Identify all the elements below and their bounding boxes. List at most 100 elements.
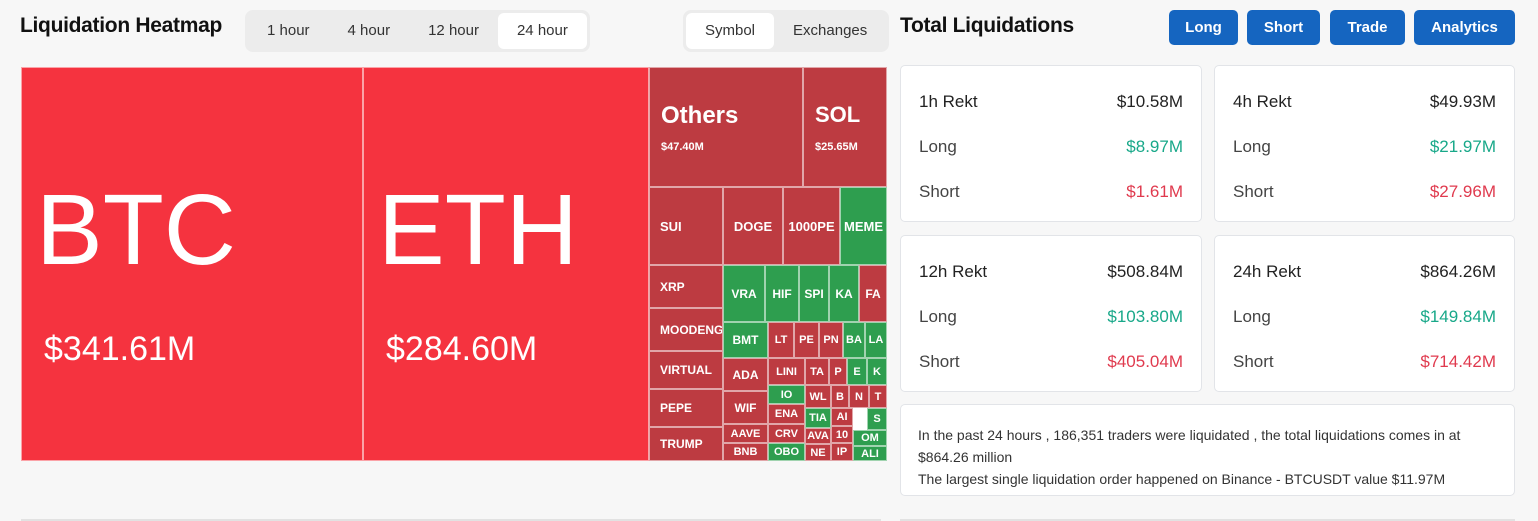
heatmap-tile-io[interactable]: IO [768, 385, 805, 404]
heatmap-tile-others[interactable]: Others $47.40M [649, 67, 803, 187]
tile-symbol: FA [865, 286, 881, 301]
view-mode-selector: Symbol Exchanges [683, 10, 890, 52]
heatmap-tile-crv[interactable]: CRV [768, 424, 805, 443]
heatmap-tile-sui[interactable]: SUI [649, 187, 723, 265]
trade-button[interactable]: Trade [1330, 10, 1405, 45]
heatmap-tile-b[interactable]: B [831, 385, 849, 408]
short-value: $714.42M [1420, 352, 1496, 371]
heatmap-tile-eth[interactable]: ETH $284.60M [363, 67, 649, 461]
tile-symbol: ENA [774, 408, 799, 420]
tab-1-hour[interactable]: 1 hour [267, 22, 310, 39]
heatmap-tile-1000pe[interactable]: 1000PE [783, 187, 840, 265]
tile-symbol: BA [846, 334, 862, 346]
heatmap-tile-pepe[interactable]: PEPE [649, 389, 723, 427]
total-liquidations-title: Total Liquidations [900, 14, 1074, 37]
heatmap-tile-aave[interactable]: AAVE [723, 424, 768, 443]
tab-24-hour[interactable]: 24 hour [497, 13, 587, 49]
heatmap-tile-sol[interactable]: SOL $25.65M [803, 67, 887, 187]
tile-symbol: BTC [36, 174, 236, 286]
long-value: $21.97M [1429, 137, 1496, 156]
heatmap-tile-p[interactable]: P [829, 358, 847, 385]
heatmap-tile-virtual[interactable]: VIRTUAL [649, 351, 723, 389]
tile-symbol: PN [823, 334, 839, 346]
tile-symbol: IO [780, 388, 793, 401]
rekt-card-24h: 24h Rekt $864.26M Long $149.84M Short $714.… [1214, 235, 1515, 392]
heatmap-tile-trump[interactable]: TRUMP [649, 427, 723, 461]
tab-4-hour[interactable]: 4 hour [347, 22, 391, 39]
tab-12-hour[interactable]: 12 hour [428, 22, 479, 39]
rekt-card-1h: 1h Rekt $10.58M Long $8.97M Short $1.61M [900, 65, 1202, 222]
heatmap-tile-e[interactable]: E [847, 358, 867, 385]
heatmap-tile-n[interactable]: N [849, 385, 869, 408]
heatmap-tile-spi[interactable]: SPI [799, 265, 829, 322]
heatmap-tile-wl[interactable]: WL [805, 385, 831, 408]
tile-symbol: S [873, 413, 881, 425]
divider [21, 519, 881, 521]
heatmap-tile-t[interactable]: T [869, 385, 887, 408]
tile-symbol: AI [836, 411, 848, 423]
heatmap-tile-wif[interactable]: WIF [723, 391, 768, 424]
heatmap-tile-lt[interactable]: LT [768, 322, 794, 358]
tile-amount: $47.40M [661, 141, 704, 153]
tile-symbol: BMT [732, 333, 759, 347]
heatmap-tile-pe[interactable]: PE [794, 322, 819, 358]
tile-symbol: PE [799, 334, 814, 346]
heatmap-tile-om[interactable]: OM [853, 430, 887, 446]
heatmap-tile-ai[interactable]: AI [831, 408, 853, 426]
tile-symbol: MOODENG [660, 322, 723, 337]
heatmap-tile-ta[interactable]: TA [805, 358, 829, 385]
heatmap-tile-pn[interactable]: PN [819, 322, 843, 358]
card-total: $508.84M [1107, 262, 1183, 281]
tile-symbol: AAVE [730, 427, 761, 440]
heatmap-tile-s[interactable]: S [867, 408, 887, 430]
tile-symbol: KA [835, 286, 853, 301]
long-button[interactable]: Long [1169, 10, 1238, 45]
heatmap-tile-bmt[interactable]: BMT [723, 322, 768, 358]
tile-symbol: TRUMP [660, 437, 703, 451]
heatmap-tile-ka[interactable]: KA [829, 265, 859, 322]
heatmap-tile-lini[interactable]: LINI [768, 358, 805, 385]
heatmap-tile-hif[interactable]: HIF [765, 265, 799, 322]
tile-symbol: TA [810, 365, 824, 378]
heatmap-tile-ne[interactable]: NE [805, 444, 831, 461]
heatmap-tile-bnb[interactable]: BNB [723, 443, 768, 461]
heatmap-tile-moodeng[interactable]: MOODENG [649, 308, 723, 351]
short-button[interactable]: Short [1247, 10, 1320, 45]
liquidation-summary: In the past 24 hours , 186,351 traders w… [900, 404, 1515, 496]
heatmap-tile-xrp[interactable]: XRP [649, 265, 723, 308]
tile-symbol: 1000PE [788, 218, 835, 234]
tile-symbol: LT [774, 334, 788, 346]
heatmap-tile-obo[interactable]: OBO [768, 443, 805, 461]
tile-symbol: 10 [835, 428, 849, 441]
tab-symbol[interactable]: Symbol [686, 13, 775, 49]
heatmap-tile-ena[interactable]: ENA [768, 404, 805, 424]
heatmap-tile-btc[interactable]: BTC $341.61M [21, 67, 363, 461]
heatmap-tile-10[interactable]: 10 [831, 426, 853, 443]
heatmap-tile-ba[interactable]: BA [843, 322, 865, 358]
heatmap-tile-ali[interactable]: ALI [853, 446, 887, 461]
card-label: 24h Rekt [1233, 262, 1302, 281]
heatmap-tile-ip[interactable]: IP [831, 443, 853, 461]
rekt-card-12h: 12h Rekt $508.84M Long $103.80M Short $405.… [900, 235, 1202, 392]
heatmap-tile-meme[interactable]: MEME [840, 187, 887, 265]
heatmap-tile-doge[interactable]: DOGE [723, 187, 783, 265]
tile-symbol: IP [836, 446, 848, 458]
tile-amount: $25.65M [815, 141, 858, 153]
tile-symbol: MEME [844, 218, 883, 234]
heatmap-tile-la[interactable]: LA [865, 322, 887, 358]
tab-exchanges[interactable]: Exchanges [793, 22, 868, 39]
tile-amount: $284.60M [386, 330, 538, 368]
heatmap-tile-vra[interactable]: VRA [723, 265, 765, 322]
short-label: Short [1233, 182, 1274, 201]
timeframe-selector: 1 hour 4 hour 12 hour 24 hour [245, 10, 590, 52]
short-label: Short [919, 352, 960, 371]
tile-symbol: DOGE [733, 218, 773, 234]
heatmap-tile-tia[interactable]: TIA [805, 408, 831, 428]
tile-symbol: VRA [731, 286, 757, 301]
heatmap-tile-ava[interactable]: AVA [805, 428, 831, 444]
heatmap-tile-ada[interactable]: ADA [723, 358, 768, 391]
card-total: $49.93M [1429, 92, 1496, 111]
heatmap-tile-fa[interactable]: FA [859, 265, 887, 322]
analytics-button[interactable]: Analytics [1414, 10, 1515, 45]
heatmap-tile-k[interactable]: K [867, 358, 887, 385]
